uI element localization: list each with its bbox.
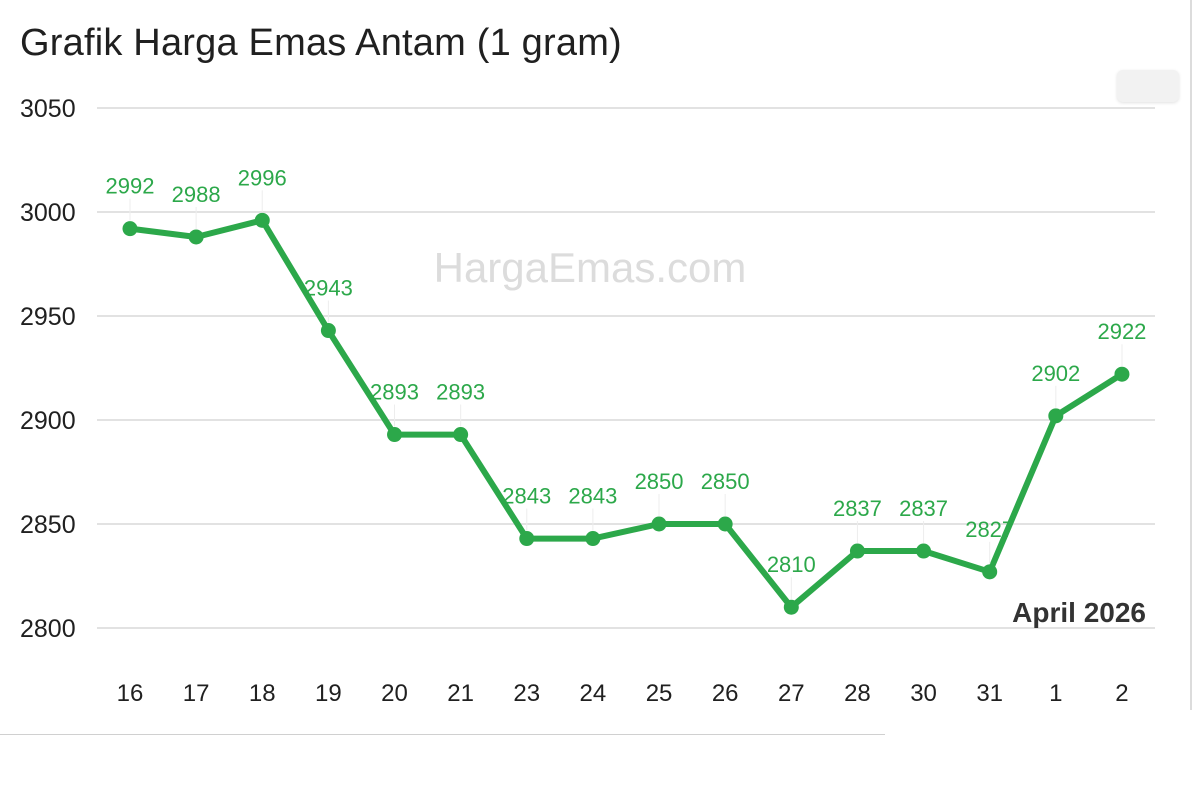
- data-labels: 2992 2988 2996 2943 2893 2893 2843 2843 2850 2850…: [106, 165, 1146, 600]
- data-point[interactable]: [916, 543, 932, 559]
- data-point[interactable]: [320, 323, 336, 339]
- x-tick-label: 30: [910, 680, 937, 707]
- x-axis-ticks: 16 17 18 19 20 21 23 24 25 26 27 28 30 31 1 2: [117, 680, 1129, 707]
- data-point[interactable]: [651, 516, 667, 532]
- data-point[interactable]: [783, 599, 799, 615]
- data-label: 2850: [635, 469, 684, 494]
- data-label: 2902: [1031, 361, 1080, 386]
- x-tick-label: 16: [117, 680, 144, 707]
- data-label: 2992: [106, 174, 155, 199]
- y-tick-label: 2950: [20, 303, 76, 331]
- data-points: [122, 212, 1130, 615]
- series-line: [127, 217, 1125, 611]
- x-tick-label: 21: [447, 680, 474, 707]
- data-point[interactable]: [1048, 408, 1064, 424]
- x-tick-label: 31: [976, 680, 1003, 707]
- data-point[interactable]: [453, 427, 469, 443]
- watermark: HargaEmas.com: [434, 244, 747, 291]
- gridlines: [97, 107, 1155, 629]
- data-point[interactable]: [519, 531, 535, 547]
- y-tick-label: 3000: [20, 199, 76, 227]
- x-tick-label: 18: [249, 680, 276, 707]
- data-label: 2837: [899, 496, 948, 521]
- data-label: 2837: [833, 496, 882, 521]
- data-point[interactable]: [585, 531, 601, 547]
- data-label: 2843: [568, 484, 617, 509]
- right-edge-divider: [1190, 0, 1192, 710]
- y-tick-label: 2850: [20, 511, 76, 539]
- data-label: 2988: [172, 182, 221, 207]
- x-tick-label: 20: [381, 680, 408, 707]
- x-tick-label: 24: [580, 680, 607, 707]
- y-tick-label: 2900: [20, 407, 76, 435]
- bottom-divider: [0, 734, 885, 735]
- x-tick-label: 23: [513, 680, 540, 707]
- data-label: 2943: [304, 276, 353, 301]
- data-label: 2922: [1097, 319, 1146, 344]
- data-point[interactable]: [982, 564, 998, 580]
- data-point[interactable]: [1114, 366, 1130, 382]
- data-label: 2843: [502, 484, 551, 509]
- data-point[interactable]: [122, 221, 138, 237]
- data-point[interactable]: [849, 543, 865, 559]
- chart-title: Grafik Harga Emas Antam (1 gram): [20, 22, 622, 64]
- data-label: 2893: [436, 380, 485, 405]
- x-tick-label: 17: [183, 680, 210, 707]
- x-tick-label: 26: [712, 680, 739, 707]
- data-point[interactable]: [254, 212, 270, 228]
- data-label: 2810: [767, 552, 816, 577]
- y-tick-label: 3050: [20, 95, 76, 123]
- corner-tab[interactable]: [1117, 70, 1179, 102]
- data-point[interactable]: [717, 516, 733, 532]
- x-tick-label: 25: [646, 680, 673, 707]
- period-label: April 2026: [1012, 597, 1146, 628]
- x-tick-label: 1: [1049, 680, 1062, 707]
- x-tick-label: 27: [778, 680, 805, 707]
- data-label: 2850: [701, 469, 750, 494]
- y-tick-label: 2800: [20, 615, 76, 643]
- y-axis-ticks: 2800 2850 2900 2950 3000 3050: [20, 95, 76, 643]
- data-label: 2893: [370, 380, 419, 405]
- x-tick-label: 28: [844, 680, 871, 707]
- x-tick-label: 19: [315, 680, 342, 707]
- x-tick-label: 2: [1115, 680, 1128, 707]
- data-label: 2827: [965, 517, 1014, 542]
- data-point[interactable]: [387, 427, 403, 443]
- data-label: 2996: [238, 165, 287, 190]
- data-point[interactable]: [188, 229, 204, 245]
- series-polyline: [127, 217, 1125, 611]
